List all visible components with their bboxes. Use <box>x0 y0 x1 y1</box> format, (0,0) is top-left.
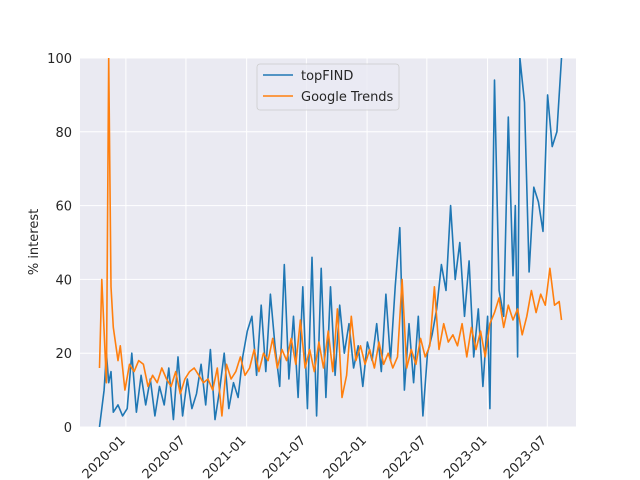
y-axis-label: % interest <box>27 209 42 275</box>
plot-area <box>80 58 576 427</box>
y-tick-label: 20 <box>55 347 72 362</box>
legend: topFIND Google Trends <box>256 63 400 111</box>
series-line-google-trends <box>98 58 563 417</box>
y-tick-label: 100 <box>47 52 72 67</box>
y-tick-label: 60 <box>55 200 72 215</box>
legend-label-google-trends: Google Trends <box>301 90 394 105</box>
y-tick-label: 40 <box>55 273 72 288</box>
legend-label-topfind: topFIND <box>301 69 353 84</box>
y-tick-label: 80 <box>55 126 72 141</box>
y-axis-ticks: 0 20 40 60 80 100 <box>47 52 72 436</box>
y-tick-label: 0 <box>64 421 72 436</box>
series-layer <box>98 58 563 427</box>
